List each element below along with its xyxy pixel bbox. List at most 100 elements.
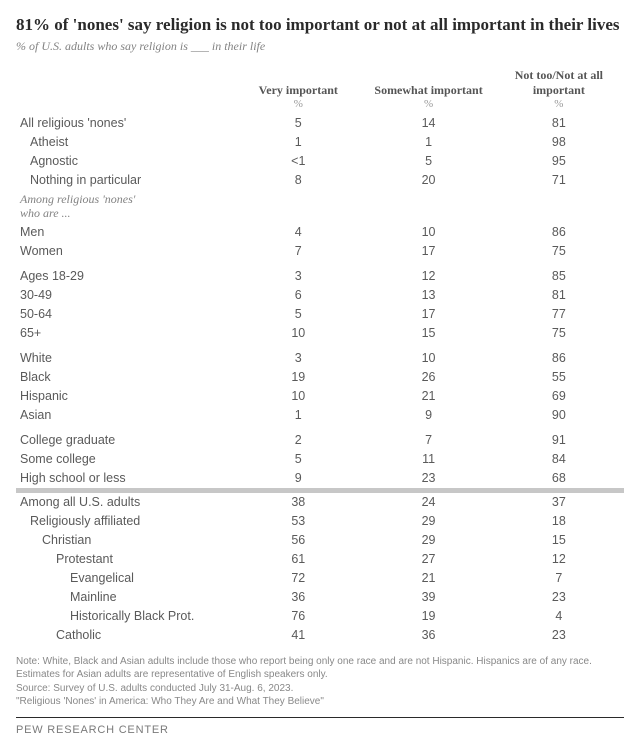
row-label: High school or less [16, 469, 233, 488]
cell: 85 [494, 267, 624, 286]
cell: 39 [363, 588, 493, 607]
cell: 12 [494, 550, 624, 569]
cell: 75 [494, 242, 624, 261]
row-label: Christian [16, 531, 233, 550]
cell: 12 [363, 267, 493, 286]
table-row: Asian1990 [16, 406, 624, 425]
row-label: 30-49 [16, 286, 233, 305]
chart-subtitle: % of U.S. adults who say religion is ___… [16, 39, 624, 54]
cell: 14 [363, 113, 493, 132]
col-not-important: Not too/Not at all important [494, 66, 624, 98]
cell: 41 [233, 626, 363, 645]
table-row: White31086 [16, 349, 624, 368]
cell: 7 [494, 569, 624, 588]
row-label: Religiously affiliated [16, 512, 233, 531]
cell: 55 [494, 368, 624, 387]
cell: 10 [363, 223, 493, 242]
cell: 13 [363, 286, 493, 305]
cell: 29 [363, 531, 493, 550]
cell: 10 [233, 387, 363, 406]
cell: 27 [363, 550, 493, 569]
table-row: Historically Black Prot.76194 [16, 607, 624, 626]
cell: 17 [363, 305, 493, 324]
row-label: Ages 18-29 [16, 267, 233, 286]
table-row: Religiously affiliated532918 [16, 512, 624, 531]
table-row: Agnostic<1595 [16, 151, 624, 170]
pct-row: % % % [16, 98, 624, 113]
cell: 95 [494, 151, 624, 170]
cell: 5 [233, 450, 363, 469]
table-row: Black192655 [16, 368, 624, 387]
table-row: Among all U.S. adults382437 [16, 493, 624, 512]
row-label: Some college [16, 450, 233, 469]
table-row: All religious 'nones'51481 [16, 113, 624, 132]
cell: 69 [494, 387, 624, 406]
table-row: Evangelical72217 [16, 569, 624, 588]
table-row: Some college51184 [16, 450, 624, 469]
table-row: 50-6451777 [16, 305, 624, 324]
cell: 72 [233, 569, 363, 588]
row-label: College graduate [16, 431, 233, 450]
cell: 9 [233, 469, 363, 488]
cell: 15 [494, 531, 624, 550]
section-label: Among religious 'nones'who are ... [16, 189, 624, 223]
cell: 10 [233, 324, 363, 343]
table-row: 65+101575 [16, 324, 624, 343]
row-label: Hispanic [16, 387, 233, 406]
table-row: Ages 18-2931285 [16, 267, 624, 286]
table-row: Men41086 [16, 223, 624, 242]
cell: 21 [363, 387, 493, 406]
cell: 20 [363, 170, 493, 189]
table-row: Catholic413623 [16, 626, 624, 645]
cell: 15 [363, 324, 493, 343]
cell: 86 [494, 223, 624, 242]
cell: 7 [233, 242, 363, 261]
row-label: Agnostic [16, 151, 233, 170]
cell: 11 [363, 450, 493, 469]
cell: 1 [233, 132, 363, 151]
source-text: Source: Survey of U.S. adults conducted … [16, 682, 624, 696]
row-label: Asian [16, 406, 233, 425]
cell: 86 [494, 349, 624, 368]
row-label: Historically Black Prot. [16, 607, 233, 626]
col-somewhat-important: Somewhat important [363, 66, 493, 98]
cell: 26 [363, 368, 493, 387]
cell: 84 [494, 450, 624, 469]
cell: 36 [363, 626, 493, 645]
cell: 7 [363, 431, 493, 450]
cell: 91 [494, 431, 624, 450]
cell: 3 [233, 349, 363, 368]
row-label: Evangelical [16, 569, 233, 588]
table-row: Protestant612712 [16, 550, 624, 569]
cell: 1 [363, 132, 493, 151]
row-label: Men [16, 223, 233, 242]
row-label: 50-64 [16, 305, 233, 324]
cell: 23 [494, 626, 624, 645]
table-row: Women71775 [16, 242, 624, 261]
row-label: Mainline [16, 588, 233, 607]
note-text: Note: White, Black and Asian adults incl… [16, 655, 624, 682]
cell: 29 [363, 512, 493, 531]
cell: 81 [494, 113, 624, 132]
cell: 5 [363, 151, 493, 170]
cell: 8 [233, 170, 363, 189]
chart-title: 81% of 'nones' say religion is not too i… [16, 14, 624, 35]
section-label-row: Among religious 'nones'who are ... [16, 189, 624, 223]
row-label: Nothing in particular [16, 170, 233, 189]
row-label: 65+ [16, 324, 233, 343]
cell: 56 [233, 531, 363, 550]
row-label: Atheist [16, 132, 233, 151]
cell: 9 [363, 406, 493, 425]
brand: PEW RESEARCH CENTER [16, 724, 624, 736]
table-row: Hispanic102169 [16, 387, 624, 406]
cell: 81 [494, 286, 624, 305]
cell: 17 [363, 242, 493, 261]
table-row: Mainline363923 [16, 588, 624, 607]
table-row: High school or less92368 [16, 469, 624, 488]
cell: 2 [233, 431, 363, 450]
cell: 90 [494, 406, 624, 425]
cell: 68 [494, 469, 624, 488]
col-very-important: Very important [233, 66, 363, 98]
cell: 4 [494, 607, 624, 626]
cell: 21 [363, 569, 493, 588]
